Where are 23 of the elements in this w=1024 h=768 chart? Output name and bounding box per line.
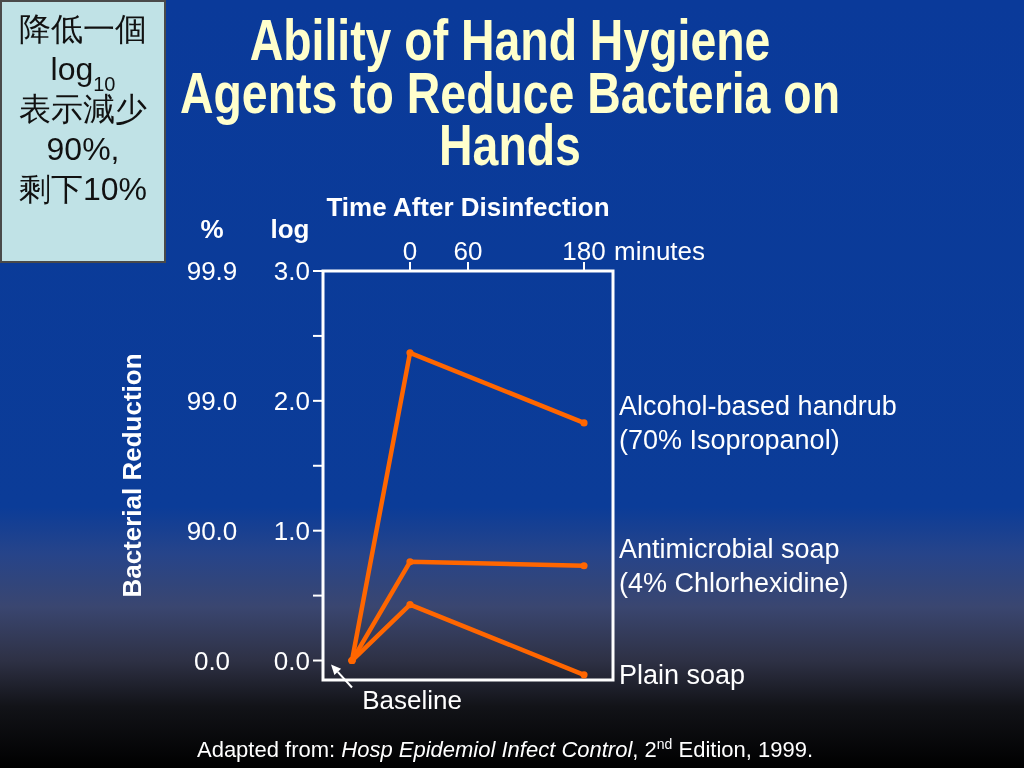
text: minutes: [614, 236, 706, 266]
text: log: [270, 214, 310, 244]
text: 90.0: [186, 515, 238, 546]
x-axis-title: Time After Disinfection: [326, 192, 610, 222]
y-axis-title: Bacterial Reduction: [117, 353, 147, 598]
text: 0.0: [193, 645, 231, 676]
y-tick-label: 2.0: [273, 385, 310, 416]
annotation: Baseline: [362, 684, 462, 715]
series-label: Antimicrobial soap (4% Chlorhexidine): [619, 533, 849, 598]
text: 99.0: [186, 385, 238, 416]
y-tick-label: 3.0: [273, 256, 310, 286]
text: 99.9: [186, 256, 238, 286]
x-tick-label: 0: [402, 236, 418, 266]
note-box: 降低一個 log$_{10}$ 表示減少 90%, 剩下10%: [0, 0, 166, 263]
chart-title: Ability of Hand Hygiene Agents to Reduce Bacteria on Hands: [180, 6, 840, 178]
y-tick-label: 1.0: [273, 515, 310, 546]
text: Adapted from: Hosp Epidemiol Infect Control, 2$^{nd}$ Edition, 1999.: [196, 736, 814, 762]
series-label: Alcohol-based handrub (70% Isopropanol): [619, 390, 897, 455]
x-tick-label: 60: [453, 236, 483, 266]
series-label: Plain soap: [619, 659, 746, 690]
text: %: [200, 214, 224, 244]
x-tick-label: 180: [562, 236, 606, 266]
y-tick-label: 0.0: [273, 645, 310, 676]
